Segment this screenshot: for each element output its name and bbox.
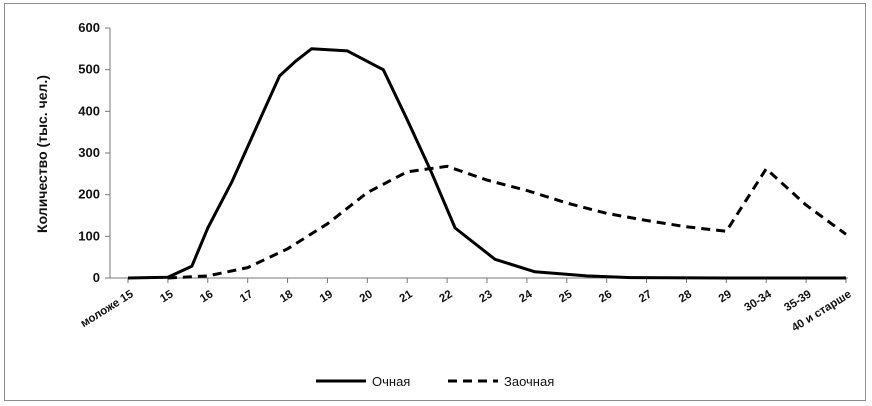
y-tick-label: 300 [78,145,100,160]
legend: Очная Заочная [316,374,554,389]
x-tick-label: моложе 15 [79,288,136,330]
x-tick-label: 30-34 [743,288,775,314]
legend-label: Заочная [504,374,554,389]
x-tick-label: 27 [637,288,654,305]
y-tick-label: 200 [78,187,100,202]
x-tick-label: 16 [198,288,215,305]
x-tick-label: 28 [677,288,695,305]
y-tick-label: 500 [78,62,100,77]
x-tick-label: 24 [517,288,535,305]
x-tick-label: 19 [318,288,335,305]
chart-frame [4,3,866,401]
y-tick-label: 0 [93,270,100,285]
y-ticks: 0 100 200 300 400 500 600 [78,20,110,285]
x-tick-label: 23 [477,288,494,305]
x-tick-label: 18 [278,288,296,305]
x-tick-label: 20 [358,288,375,305]
series [127,47,847,280]
y-tick-label: 400 [78,103,100,118]
x-tick-label: 35-39 [782,288,813,314]
series-line-zaochnaya [167,164,847,280]
y-tick-label: 600 [78,20,100,35]
x-tick-label: 29 [717,288,734,305]
x-tick-label: 17 [238,288,255,305]
x-tick-label: 25 [557,288,575,305]
x-tick-label: 21 [398,288,416,305]
y-tick-label: 100 [78,228,100,243]
series-line-ochnaya [127,47,846,280]
legend-label: Очная [372,374,410,389]
x-ticks: моложе 15 15 16 17 18 19 20 21 22 23 24 25 26 27 28 29 3… [79,278,854,334]
x-tick-label: 15 [158,288,176,305]
x-tick-label: 26 [597,288,614,305]
x-tick-label: 22 [437,288,454,305]
axes [109,28,848,279]
y-axis-title: Количество (тыс. чел.) [34,75,50,233]
